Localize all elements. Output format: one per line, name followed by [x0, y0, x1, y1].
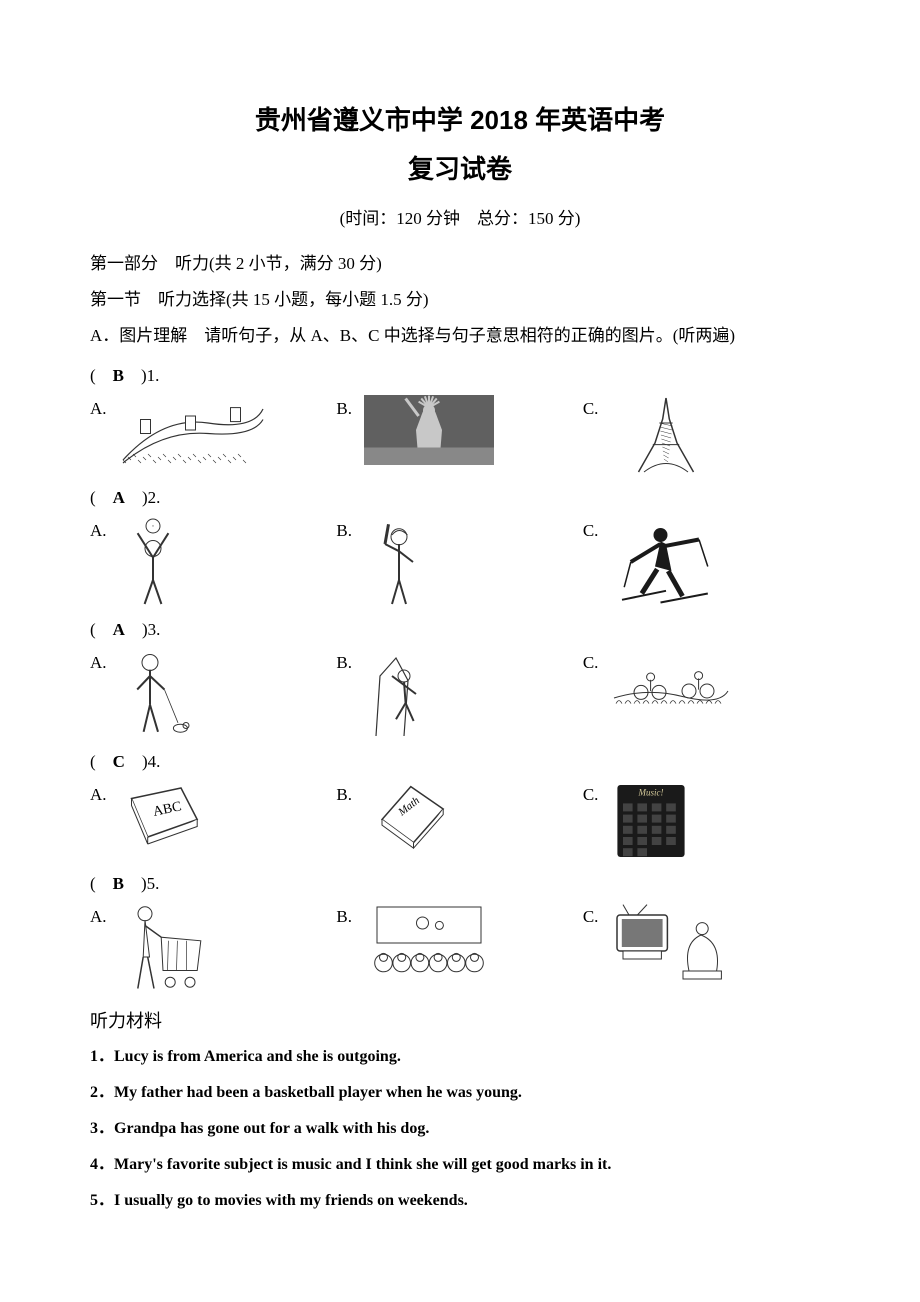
option-cell: C. Music!	[583, 781, 829, 861]
option-label: A.	[90, 903, 118, 927]
script-line: 1．Lucy is from America and she is outgoi…	[90, 1041, 830, 1073]
option-label: A.	[90, 395, 118, 419]
option-cell: C.	[583, 517, 829, 607]
option-label: C.	[583, 903, 611, 927]
question-line: ( C )4.	[90, 745, 830, 779]
option-label: A.	[90, 517, 118, 541]
script-line: 3．Grandpa has gone out for a walk with h…	[90, 1113, 830, 1145]
option-cell: B.	[336, 395, 582, 465]
option-label: C.	[583, 649, 611, 673]
option-label: A.	[90, 649, 118, 673]
book-math-icon: Math	[364, 781, 454, 851]
option-cell: A.	[90, 395, 336, 465]
instruction-a: A．图片理解 请听句子，从 A、B、C 中选择与句子意思相符的正确的图片。(听两…	[90, 319, 830, 353]
eiffel-icon	[611, 395, 721, 475]
option-row: A. B. C.	[90, 395, 830, 475]
walk-dog-icon	[118, 649, 198, 739]
answer-letter: B	[113, 366, 124, 385]
section-part1: 第一部分 听力(共 2 小节，满分 30 分)	[90, 247, 830, 281]
shopping-icon	[118, 903, 208, 993]
great-wall-icon	[118, 395, 268, 465]
option-cell: B.	[336, 649, 582, 739]
answer-letter: A	[113, 620, 125, 639]
option-label: C.	[583, 517, 611, 541]
question-line: ( A )3.	[90, 613, 830, 647]
option-label: B.	[336, 649, 364, 673]
answer-letter: C	[113, 752, 125, 771]
book-music-icon: Music!	[611, 781, 691, 861]
answer-letter: A	[113, 488, 125, 507]
option-label: C.	[583, 781, 611, 805]
script-line: 2．My father had been a basketball player…	[90, 1077, 830, 1109]
question-line: ( B )1.	[90, 359, 830, 393]
option-row: A. B. C.	[90, 649, 830, 739]
questions-container: ( B )1.A. B. C. ( A )2.A.	[90, 359, 830, 993]
baseball-boy-icon	[364, 517, 434, 607]
option-cell: C.	[583, 395, 829, 475]
section-part1-sub: 第一节 听力选择(共 15 小题，每小题 1.5 分)	[90, 283, 830, 317]
exam-meta: (时间：120 分钟 总分：150 分)	[90, 204, 830, 229]
option-label: C.	[583, 395, 611, 419]
answer-letter: B	[113, 874, 124, 893]
option-row: A. B. C.	[90, 517, 830, 607]
option-cell: B.	[336, 903, 582, 983]
option-cell: B.	[336, 517, 582, 607]
skier-icon	[611, 517, 721, 607]
question-line: ( A )2.	[90, 481, 830, 515]
script-line: 4．Mary's favorite subject is music and I…	[90, 1149, 830, 1181]
cinema-icon	[364, 903, 494, 983]
exam-page: 贵州省遵义市中学 2018 年英语中考 复习试卷 (时间：120 分钟 总分：1…	[0, 0, 920, 1302]
option-label: B.	[336, 395, 364, 419]
statue-liberty-icon	[364, 395, 494, 465]
cyclists-icon	[611, 649, 731, 719]
watch-tv-icon	[611, 903, 731, 983]
basketball-boy-icon	[118, 517, 188, 607]
question-line: ( B )5.	[90, 867, 830, 901]
listening-script-heading: 听力材料	[90, 1007, 830, 1033]
option-cell: A.	[90, 649, 336, 739]
option-cell: B. Math	[336, 781, 582, 851]
option-label: A.	[90, 781, 118, 805]
option-row: A. ABCB. MathC. Music!	[90, 781, 830, 861]
page-title-main: 贵州省遵义市中学 2018 年英语中考	[90, 100, 830, 137]
option-cell: A.	[90, 517, 336, 607]
option-label: B.	[336, 517, 364, 541]
page-title-sub: 复习试卷	[90, 149, 830, 186]
book-abc-icon: ABC	[118, 781, 208, 851]
listening-script-container: 1．Lucy is from America and she is outgoi…	[90, 1041, 830, 1217]
option-cell: A.	[90, 903, 336, 993]
option-cell: C.	[583, 649, 829, 719]
option-row: A. B. C.	[90, 903, 830, 993]
climber-icon	[364, 649, 444, 739]
option-label: B.	[336, 903, 364, 927]
script-line: 5．I usually go to movies with my friends…	[90, 1185, 830, 1217]
option-cell: C.	[583, 903, 829, 983]
option-label: B.	[336, 781, 364, 805]
svg-text:Music!: Music!	[637, 787, 663, 797]
option-cell: A. ABC	[90, 781, 336, 851]
